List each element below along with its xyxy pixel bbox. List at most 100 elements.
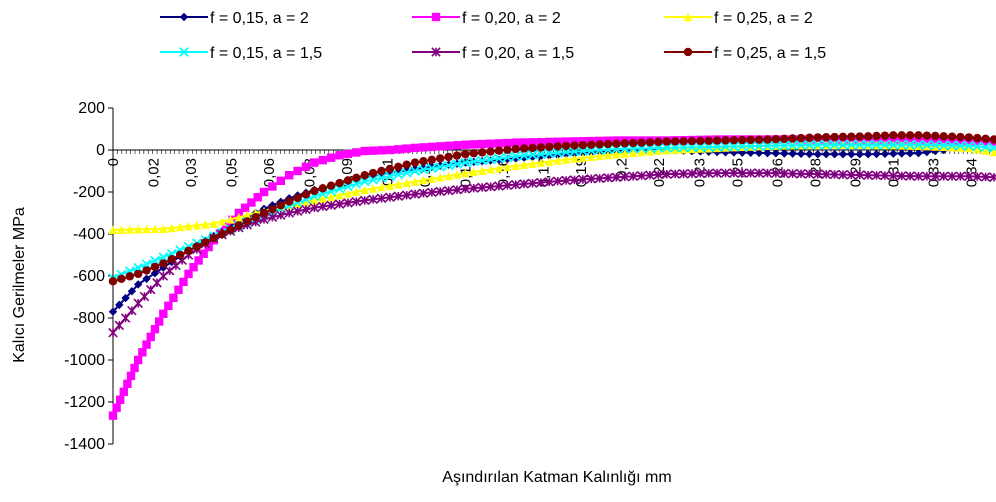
series-line — [112, 172, 995, 334]
data-point — [502, 152, 513, 163]
x-tick-label: 0,05 — [223, 158, 240, 187]
data-point — [536, 177, 546, 188]
data-point — [352, 187, 361, 196]
data-point — [436, 173, 445, 182]
data-point — [519, 144, 529, 153]
data-point — [821, 139, 832, 150]
data-point — [821, 133, 831, 142]
data-point — [788, 134, 797, 143]
data-point — [317, 201, 328, 212]
data-point — [628, 171, 638, 182]
data-point — [468, 156, 479, 167]
data-point — [351, 179, 362, 189]
data-point — [654, 137, 663, 147]
data-point — [164, 301, 173, 311]
data-point — [502, 180, 513, 191]
data-point — [678, 169, 689, 179]
data-point — [133, 225, 143, 234]
data-point — [930, 171, 941, 182]
data-point — [678, 142, 689, 153]
data-point — [376, 173, 387, 183]
legend-label: f = 0,25, a = 1,5 — [714, 45, 826, 62]
data-point — [108, 277, 118, 286]
data-point — [830, 150, 839, 159]
data-point — [729, 136, 739, 145]
data-point — [612, 139, 621, 148]
data-point — [931, 142, 940, 151]
data-point — [301, 190, 311, 199]
data-point — [292, 206, 303, 217]
data-point — [150, 262, 160, 272]
data-point — [762, 168, 773, 178]
data-point — [670, 169, 680, 179]
data-point — [955, 171, 966, 182]
data-point — [913, 171, 924, 182]
data-point — [544, 148, 555, 159]
legend-label: f = 0,25, a = 2 — [714, 10, 813, 27]
series-5 — [108, 168, 996, 338]
data-point — [402, 160, 411, 169]
data-point — [578, 146, 588, 156]
data-point — [578, 153, 588, 162]
data-point — [863, 150, 873, 159]
y-tick-label: 0 — [96, 142, 105, 159]
data-point — [368, 168, 378, 178]
data-point — [234, 213, 244, 222]
data-point — [897, 149, 906, 158]
data-point — [905, 131, 915, 140]
data-point — [553, 137, 562, 146]
data-point — [955, 140, 966, 151]
data-point — [402, 178, 411, 188]
data-point — [670, 145, 680, 154]
data-point — [217, 217, 227, 226]
data-point — [393, 169, 404, 180]
data-point — [343, 149, 353, 159]
data-point — [570, 154, 579, 163]
data-point — [477, 148, 487, 157]
data-point — [620, 139, 630, 148]
data-point — [276, 176, 286, 185]
y-axis: 200 0 -200 -400 -600 -800 -1000 -1200 -1400 — [64, 100, 114, 453]
data-point — [545, 137, 554, 147]
legend-item: f = 0,15, a = 1,5 — [160, 45, 322, 62]
data-point — [142, 224, 151, 234]
data-point — [738, 148, 747, 157]
data-point — [981, 146, 990, 155]
data-point — [947, 171, 957, 182]
data-point — [385, 145, 395, 155]
data-point — [510, 179, 521, 190]
data-point — [645, 147, 655, 156]
data-point — [855, 150, 864, 159]
data-point — [729, 141, 739, 152]
data-point — [452, 170, 462, 179]
data-point — [989, 143, 996, 153]
data-point — [158, 252, 169, 262]
data-point — [217, 229, 227, 239]
data-point — [847, 132, 856, 141]
legend: f = 0,15, a = 2 f = 0,20, a = 2 f = 0,25, … — [160, 10, 826, 62]
data-point — [620, 172, 630, 182]
data-point — [528, 159, 537, 168]
data-point — [804, 169, 815, 179]
data-point — [536, 143, 546, 152]
data-point — [905, 135, 915, 144]
data-point — [561, 147, 571, 157]
data-point — [545, 157, 554, 166]
data-point — [209, 234, 218, 243]
data-point — [268, 182, 277, 191]
data-point — [922, 171, 932, 182]
data-point — [401, 167, 412, 178]
data-point — [880, 170, 890, 181]
data-point — [847, 150, 856, 159]
data-point — [980, 142, 991, 153]
data-point — [729, 168, 739, 178]
data-point — [435, 186, 445, 197]
data-point — [746, 148, 755, 157]
data-point — [485, 181, 496, 192]
data-point — [431, 12, 441, 22]
data-point — [830, 132, 839, 142]
y-tick-label: -400 — [73, 226, 105, 243]
data-point — [240, 203, 250, 212]
data-point — [427, 187, 437, 198]
data-point — [117, 274, 126, 283]
